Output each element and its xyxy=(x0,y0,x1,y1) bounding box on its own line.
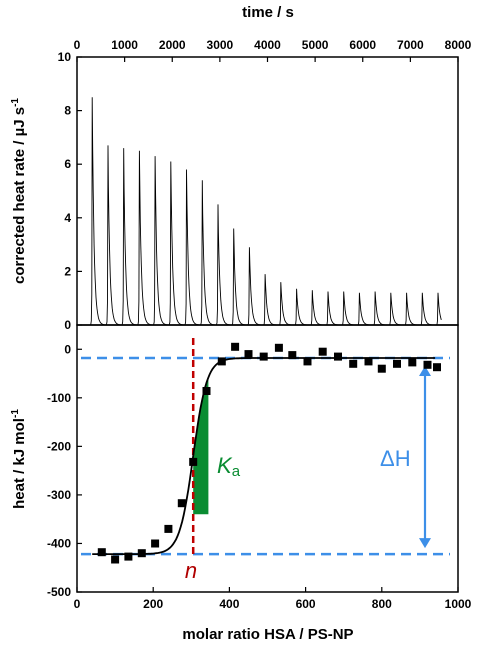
ka-region-layer xyxy=(193,377,209,515)
data-point xyxy=(177,499,186,508)
top-x-tick-label: 8000 xyxy=(445,38,472,52)
bottom-y-tick-label: -100 xyxy=(47,391,71,405)
data-point xyxy=(274,343,283,352)
top-x-tick-label: 7000 xyxy=(397,38,424,52)
bottom-y-tick-label: -200 xyxy=(47,439,71,453)
top-x-tick-label: 4000 xyxy=(254,38,281,52)
data-point xyxy=(189,457,198,466)
data-point xyxy=(97,548,106,557)
top-y-axis-title-main: corrected heat rate / µJ s xyxy=(11,107,28,284)
top-y-axis-title-exponent: -1 xyxy=(10,98,21,107)
data-point xyxy=(111,555,120,564)
top-x-axis-title: time / s xyxy=(242,4,294,21)
data-point xyxy=(124,552,133,561)
data-point xyxy=(393,359,401,368)
bottom-x-tick-label: 1000 xyxy=(445,597,472,611)
bottom-y-axis-title: heat / kJ mol-1 xyxy=(10,409,28,509)
bottom-y-tick-label: 0 xyxy=(64,342,71,356)
data-point xyxy=(364,357,373,366)
top-x-tick-label: 3000 xyxy=(207,38,234,52)
bottom-y-tick-label: -300 xyxy=(47,488,71,502)
top-y-tick-label: 4 xyxy=(64,211,71,225)
heat-rate-trace xyxy=(79,97,442,326)
data-point xyxy=(151,539,160,548)
enthalpy-label: ΔH xyxy=(380,446,411,471)
bottom-y-tick-label: -500 xyxy=(47,585,71,599)
top-axis-ticks: 0 1000 2000 3000 4000 5000 6000 7000 8000 0 2 4 6 8 10 xyxy=(58,38,472,332)
bottom-x-tick-label: 400 xyxy=(219,597,239,611)
top-y-tick-label: 0 xyxy=(64,318,71,332)
top-x-tick-label: 5000 xyxy=(302,38,329,52)
data-point xyxy=(217,357,226,366)
data-point xyxy=(408,358,417,367)
bottom-x-tick-label: 200 xyxy=(143,597,163,611)
bottom-x-tick-label: 600 xyxy=(296,597,316,611)
data-point xyxy=(231,342,240,351)
binding-constant-label: Ka xyxy=(217,453,241,480)
top-y-tick-label: 8 xyxy=(64,104,71,118)
data-point xyxy=(303,357,312,366)
top-x-tick-label: 6000 xyxy=(349,38,376,52)
data-point xyxy=(288,351,297,360)
data-points-layer xyxy=(97,342,441,564)
data-point xyxy=(137,549,146,558)
bottom-panel-frame xyxy=(76,324,459,593)
bottom-x-tick-label: 0 xyxy=(74,597,81,611)
bottom-x-axis-title: molar ratio HSA / PS-NP xyxy=(182,626,353,643)
top-x-tick-label: 2000 xyxy=(159,38,186,52)
data-point xyxy=(334,352,342,361)
data-point xyxy=(423,360,432,369)
binding-constant-symbol: K xyxy=(217,453,233,478)
top-x-tick-label: 0 xyxy=(74,38,81,52)
bottom-x-tick-label: 800 xyxy=(372,597,392,611)
top-y-tick-label: 2 xyxy=(64,264,71,278)
top-panel-frame xyxy=(76,56,459,326)
ka-shaded-region xyxy=(193,377,209,515)
top-y-tick-label: 6 xyxy=(64,157,71,171)
delta-h-arrow-head-up xyxy=(419,366,431,377)
data-point xyxy=(377,364,386,373)
top-x-tick-label: 1000 xyxy=(111,38,138,52)
delta-h-arrow-head-down xyxy=(419,538,431,549)
bottom-y-axis-title-exponent: -1 xyxy=(10,409,21,418)
stoichiometry-n-label: n xyxy=(185,558,197,583)
binding-constant-subscript: a xyxy=(232,463,241,480)
data-point xyxy=(318,347,327,356)
data-point xyxy=(164,524,173,533)
heat-rate-line xyxy=(79,97,442,326)
bottom-y-axis-title-main: heat / kJ mol xyxy=(11,418,28,509)
data-point xyxy=(244,350,253,359)
bottom-axis-ticks: 0 200 400 600 800 1000 0 -100 -200 -300 -400 -500 xyxy=(47,342,472,611)
data-point xyxy=(349,359,358,368)
data-point xyxy=(259,352,268,361)
bottom-y-tick-label: -400 xyxy=(47,536,71,550)
top-y-tick-label: 10 xyxy=(58,50,72,64)
data-point xyxy=(202,387,211,395)
top-y-axis-title: corrected heat rate / µJ s-1 xyxy=(10,98,28,284)
data-point xyxy=(433,363,441,372)
